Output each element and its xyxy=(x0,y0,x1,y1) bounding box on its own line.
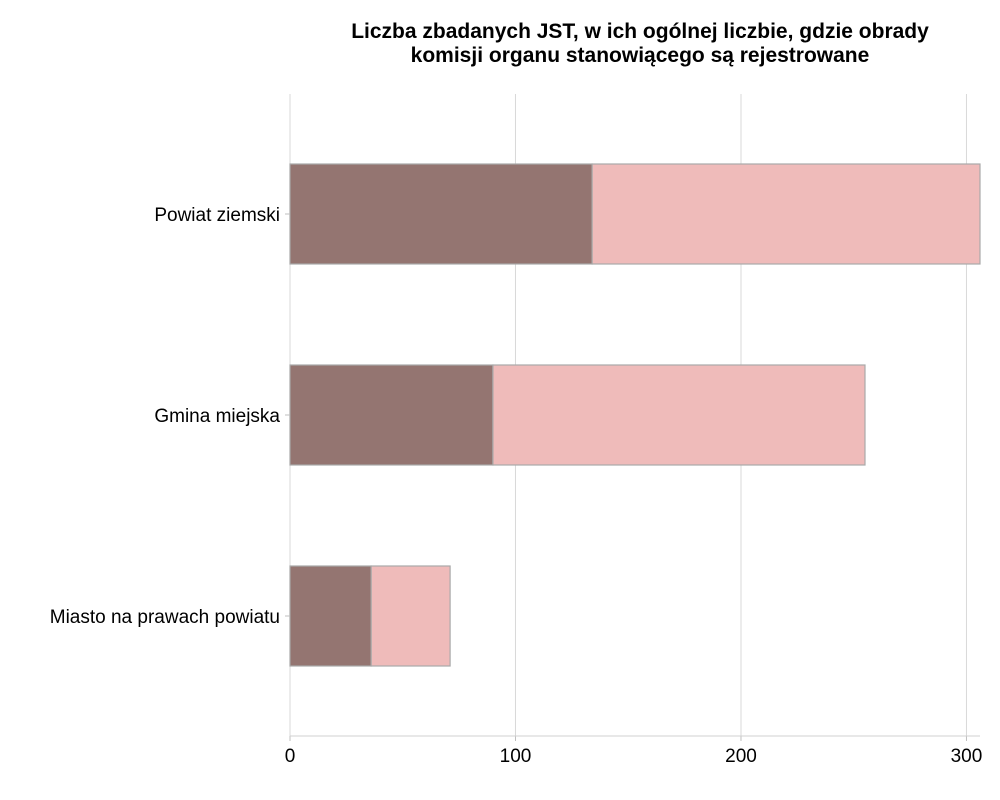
bar-segment xyxy=(289,364,494,466)
y-tick-label: Powiat ziemski xyxy=(154,205,280,226)
bar-segment xyxy=(591,163,981,265)
y-tick-label: Gmina miejska xyxy=(154,406,280,427)
bar-segment xyxy=(289,163,593,265)
x-tick-label: 0 xyxy=(285,746,296,767)
y-tick-label: Miasto na prawach powiatu xyxy=(50,607,280,628)
bar-segment xyxy=(492,364,866,466)
x-tick-label: 300 xyxy=(951,746,983,767)
bars xyxy=(289,163,981,667)
axes: 0 100 200 300 Powiat ziemski Gmina miejska Mia… xyxy=(50,205,983,767)
bar-segment xyxy=(370,565,451,667)
chart-title-line-2: komisji organu stanowiącego są rejestrow… xyxy=(410,44,870,67)
x-tick-label: 200 xyxy=(725,746,757,767)
chart-title: Liczba zbadanych JST, w ich ogólnej licz… xyxy=(290,20,990,68)
x-tick-label: 100 xyxy=(500,746,532,767)
bar-segment xyxy=(289,565,372,667)
chart-title-line-1: Liczba zbadanych JST, w ich ogólnej licz… xyxy=(351,20,929,43)
